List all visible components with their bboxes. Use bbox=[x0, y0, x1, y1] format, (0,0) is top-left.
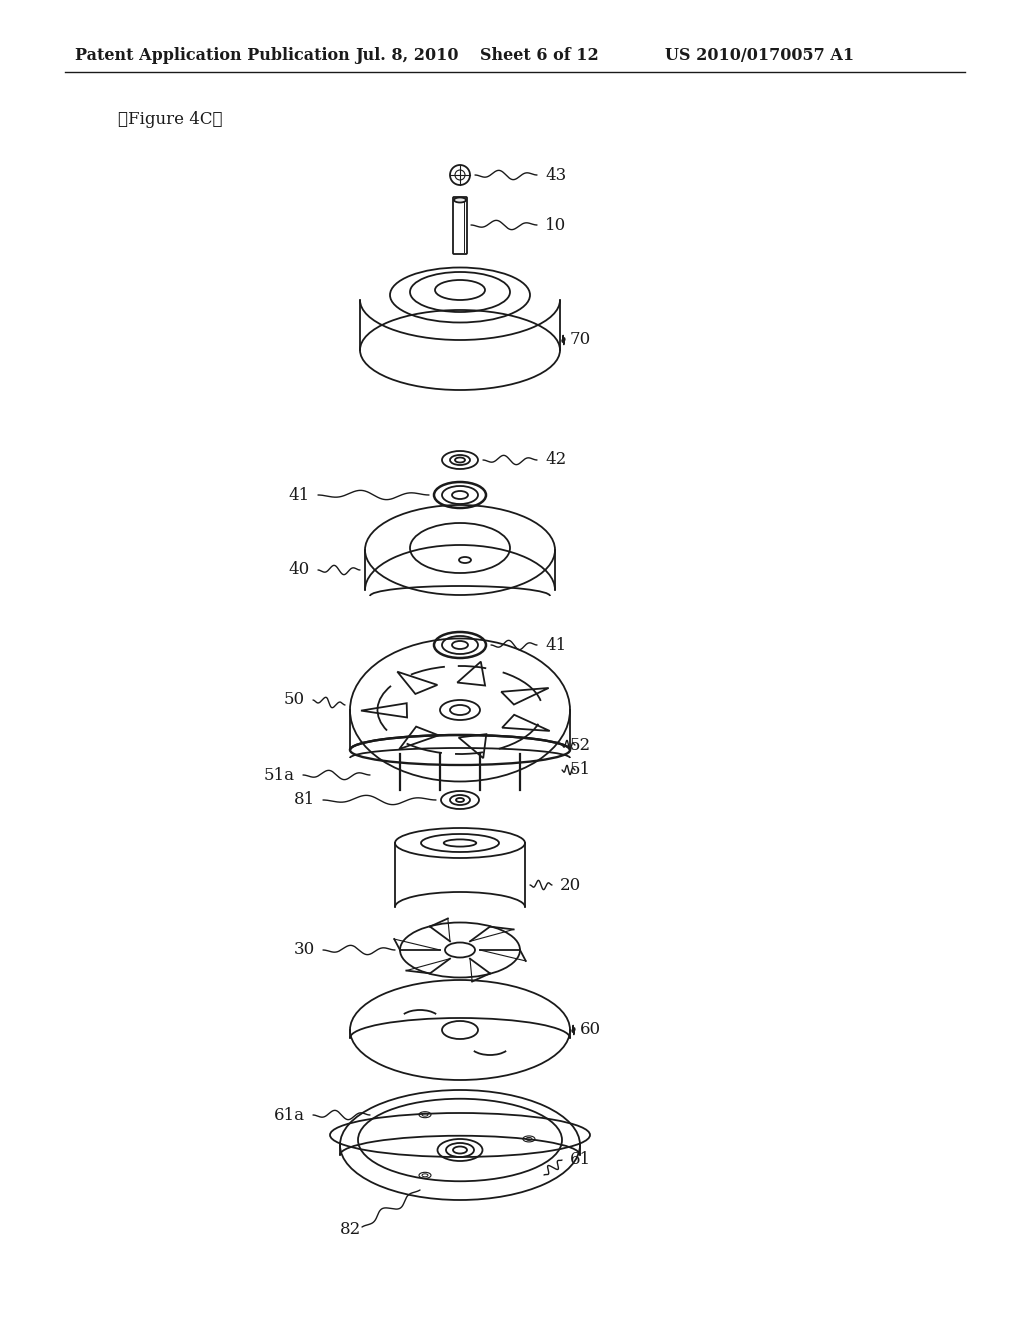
Text: 61a: 61a bbox=[274, 1106, 305, 1123]
Text: 60: 60 bbox=[580, 1022, 601, 1039]
Text: 52: 52 bbox=[570, 737, 591, 754]
Text: 10: 10 bbox=[545, 216, 566, 234]
Text: 81: 81 bbox=[294, 792, 315, 808]
Text: 70: 70 bbox=[570, 331, 591, 348]
Text: 41: 41 bbox=[289, 487, 310, 503]
Text: 50: 50 bbox=[284, 692, 305, 709]
Text: 82: 82 bbox=[340, 1221, 361, 1238]
Text: Sheet 6 of 12: Sheet 6 of 12 bbox=[480, 46, 599, 63]
Text: Patent Application Publication: Patent Application Publication bbox=[75, 46, 350, 63]
Text: 61: 61 bbox=[570, 1151, 591, 1168]
Text: 40: 40 bbox=[289, 561, 310, 578]
Text: US 2010/0170057 A1: US 2010/0170057 A1 bbox=[665, 46, 854, 63]
Text: 41: 41 bbox=[545, 636, 566, 653]
Text: 42: 42 bbox=[545, 451, 566, 469]
Text: 43: 43 bbox=[545, 166, 566, 183]
Text: Jul. 8, 2010: Jul. 8, 2010 bbox=[355, 46, 459, 63]
Text: 【Figure 4C】: 【Figure 4C】 bbox=[118, 111, 222, 128]
Text: 30: 30 bbox=[294, 941, 315, 958]
Text: 51a: 51a bbox=[264, 767, 295, 784]
Ellipse shape bbox=[454, 198, 466, 202]
Text: 20: 20 bbox=[560, 876, 582, 894]
Text: 51: 51 bbox=[570, 762, 591, 779]
